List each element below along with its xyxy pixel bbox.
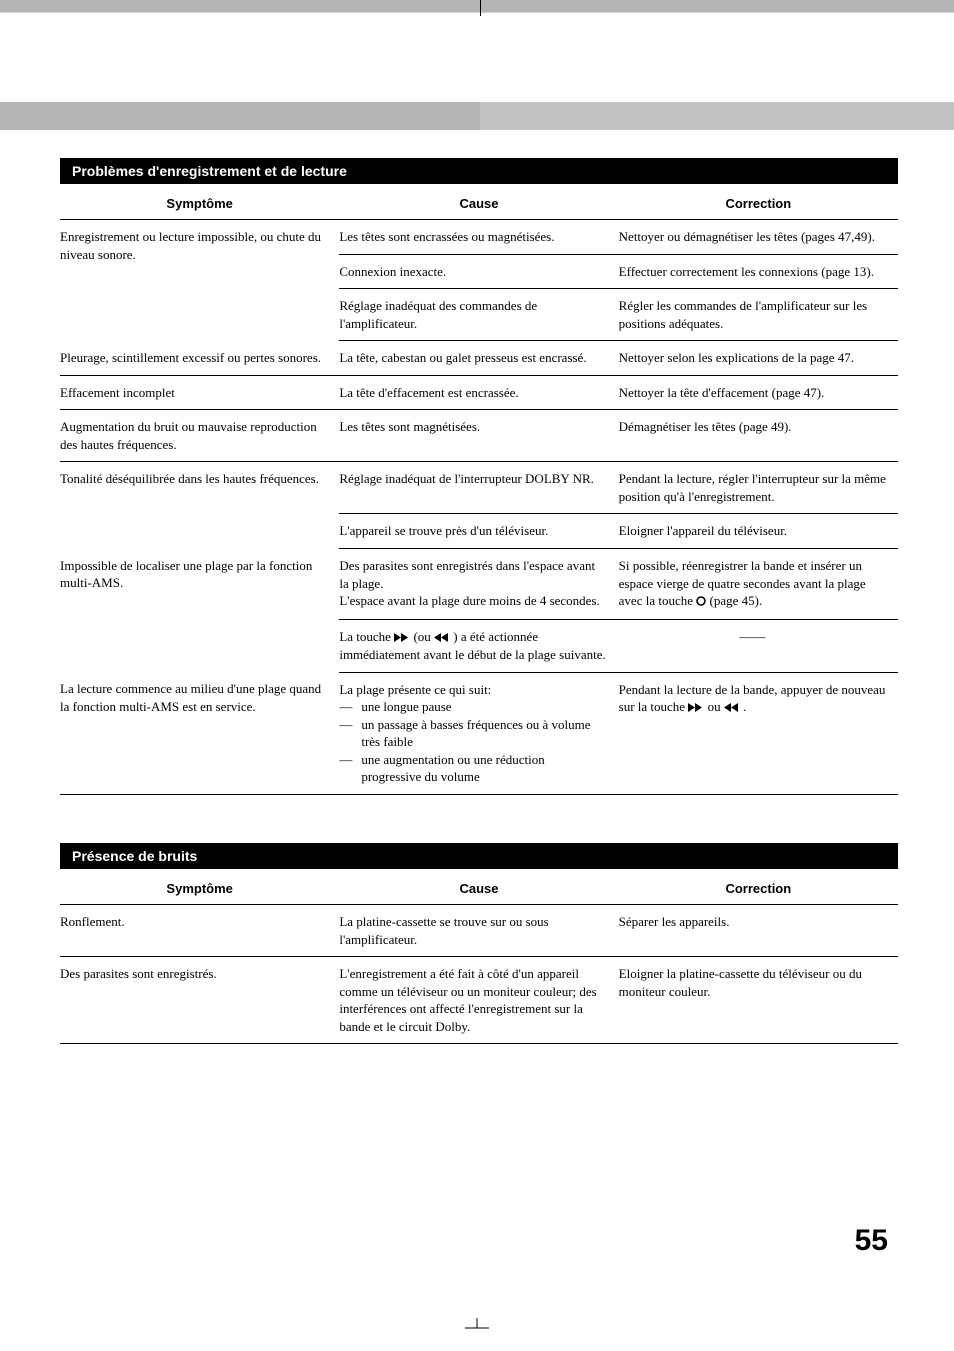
cause-list: — une longue pause — un passage à basses… — [339, 698, 606, 786]
correction-cell: Pendant la lecture de la bande, appuyer … — [619, 672, 898, 794]
crop-tick-top — [480, 0, 481, 16]
cause-cell: Des parasites sont enregistrés dans l'es… — [339, 549, 618, 620]
table-row: Ronflement. La platine-cassette se trouv… — [60, 905, 898, 957]
cause-cell: La plage présente ce qui suit: — une lon… — [339, 672, 618, 794]
correction-cell: Pendant la lecture, régler l'interrupteu… — [619, 462, 898, 514]
col-correction: Correction — [619, 186, 898, 220]
correction-cell: Régler les commandes de l'amplificateur … — [619, 289, 898, 341]
correction-text: (page 45). — [706, 593, 762, 608]
col-symptom: Symptôme — [60, 871, 339, 905]
correction-cell: Nettoyer ou démagnétiser les têtes (page… — [619, 220, 898, 255]
symptom-cell: Enregistrement ou lecture impossible, ou… — [60, 220, 339, 341]
symptom-cell: Impossible de localiser une plage par la… — [60, 549, 339, 673]
section-title-1: Problèmes d'enregistrement et de lecture — [60, 158, 898, 184]
col-correction: Correction — [619, 871, 898, 905]
symptom-cell: Effacement incomplet — [60, 375, 339, 410]
symptom-cell: Tonalité déséquilibrée dans les hautes f… — [60, 462, 339, 549]
col-cause: Cause — [339, 871, 618, 905]
cause-cell: La tête, cabestan ou galet presseus est … — [339, 341, 618, 376]
correction-cell: Si possible, réenregistrer la bande et i… — [619, 549, 898, 620]
cause-cell: La platine-cassette se trouve sur ou sou… — [339, 905, 618, 957]
table-row: La lecture commence au milieu d'une plag… — [60, 672, 898, 794]
cause-intro: La plage présente ce qui suit: — [339, 682, 491, 697]
troubleshooting-table-1: Symptôme Cause Correction Enregistrement… — [60, 186, 898, 795]
cause-cell: Les têtes sont magnétisées. — [339, 410, 618, 462]
symptom-cell: Augmentation du bruit ou mauvaise reprod… — [60, 410, 339, 462]
col-cause: Cause — [339, 186, 618, 220]
table-row: Impossible de localiser une plage par la… — [60, 549, 898, 620]
correction-cell: Nettoyer la tête d'effacement (page 47). — [619, 375, 898, 410]
correction-cell: Effectuer correctement les connexions (p… — [619, 254, 898, 289]
table-row: Des parasites sont enregistrés. L'enregi… — [60, 957, 898, 1044]
rewind-icon — [434, 629, 450, 647]
page-number: 55 — [60, 1224, 898, 1258]
record-icon — [696, 593, 706, 611]
cause-pre: La touche — [339, 629, 394, 644]
troubleshooting-table-2: Symptôme Cause Correction Ronflement. La… — [60, 871, 898, 1044]
cause-item: un passage à basses fréquences ou à volu… — [361, 717, 590, 750]
table-row: Augmentation du bruit ou mauvaise reprod… — [60, 410, 898, 462]
crop-mark-bottom — [0, 1318, 954, 1340]
correction-cell: Nettoyer selon les explications de la pa… — [619, 341, 898, 376]
cause-cell: L'enregistrement a été fait à côté d'un … — [339, 957, 618, 1044]
cause-text: L'espace avant la plage dure moins de 4 … — [339, 593, 599, 608]
cause-text: Des parasites sont enregistrés dans l'es… — [339, 558, 595, 591]
correction-mid: ou — [704, 699, 724, 714]
fast-forward-icon — [394, 629, 410, 647]
symptom-cell: Ronflement. — [60, 905, 339, 957]
col-symptom: Symptôme — [60, 186, 339, 220]
page-content: Problèmes d'enregistrement et de lecture… — [0, 130, 954, 1298]
correction-cell: Séparer les appareils. — [619, 905, 898, 957]
cause-cell: Connexion inexacte. — [339, 254, 618, 289]
table-row: Tonalité déséquilibrée dans les hautes f… — [60, 462, 898, 514]
correction-cell: Eloigner l'appareil du téléviseur. — [619, 514, 898, 549]
correction-cell: —— — [619, 619, 898, 672]
table-row: Enregistrement ou lecture impossible, ou… — [60, 220, 898, 255]
cause-cell: Réglage inadéquat des commandes de l'amp… — [339, 289, 618, 341]
cause-cell: Les têtes sont encrassées ou magnétisées… — [339, 220, 618, 255]
fast-forward-icon — [688, 699, 704, 717]
symptom-cell: La lecture commence au milieu d'une plag… — [60, 672, 339, 794]
correction-cell: Eloigner la platine-cassette du télévise… — [619, 957, 898, 1044]
cause-cell: Réglage inadéquat de l'interrupteur DOLB… — [339, 462, 618, 514]
symptom-cell: Pleurage, scintillement excessif ou pert… — [60, 341, 339, 376]
header-gray-band — [0, 102, 954, 130]
cause-cell: L'appareil se trouve près d'un téléviseu… — [339, 514, 618, 549]
cause-item: une augmentation ou une réduction progre… — [361, 752, 544, 785]
cause-mid: (ou — [410, 629, 434, 644]
table-row: Pleurage, scintillement excessif ou pert… — [60, 341, 898, 376]
correction-post: . — [740, 699, 747, 714]
rewind-icon — [724, 699, 740, 717]
cause-cell: La tête d'effacement est encrassée. — [339, 375, 618, 410]
cause-cell: La touche (ou ) a été actionnée immédiat… — [339, 619, 618, 672]
section-title-2: Présence de bruits — [60, 843, 898, 869]
header-spacer — [0, 12, 954, 102]
cause-item: une longue pause — [361, 699, 451, 714]
correction-pre: Pendant la lecture de la bande, appuyer … — [619, 682, 886, 715]
symptom-cell: Des parasites sont enregistrés. — [60, 957, 339, 1044]
correction-cell: Démagnétiser les têtes (page 49). — [619, 410, 898, 462]
top-gray-band — [0, 0, 954, 12]
table-row: Effacement incomplet La tête d'effacemen… — [60, 375, 898, 410]
